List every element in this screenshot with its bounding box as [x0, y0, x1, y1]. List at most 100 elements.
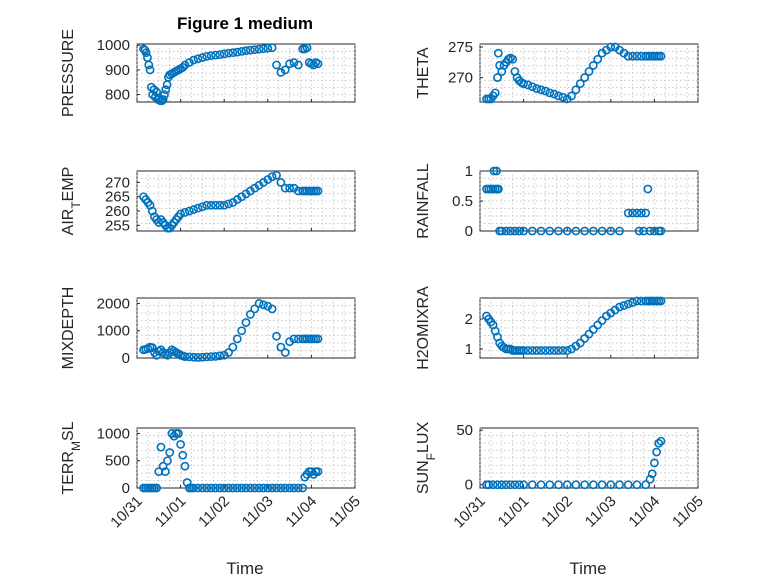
- data-point: [144, 60, 154, 70]
- data-point: [647, 469, 657, 479]
- data-point: [245, 483, 255, 493]
- data-point: [619, 301, 629, 310]
- data-point: [202, 200, 212, 210]
- data-point: [554, 480, 563, 490]
- data-point: [241, 483, 251, 493]
- data-point: [554, 346, 563, 355]
- ylabel-part: SL: [60, 421, 77, 441]
- data-point: [165, 448, 175, 457]
- data-point: [588, 60, 598, 70]
- data-point: [267, 483, 277, 493]
- data-point: [571, 226, 581, 236]
- data-point: [237, 483, 247, 493]
- data-point: [211, 351, 220, 361]
- data-point: [506, 226, 515, 236]
- data-point: [632, 480, 642, 490]
- data-point: [280, 348, 290, 357]
- subplot-sun-flux: 0 50 10/31 11/01 11/02 11/03 11/04 11/05 SUNFLUX: [415, 422, 707, 532]
- data-point: [152, 483, 162, 493]
- subplot-terr-msl: 0 500 1000 10/31 11/01 11/02 11/03 11/04 11/05 TE…: [60, 421, 364, 531]
- data-point: [632, 208, 642, 218]
- data-point: [250, 483, 260, 493]
- data-point: [189, 55, 199, 65]
- data-point: [641, 480, 651, 490]
- data-point: [654, 438, 664, 448]
- data-point: [224, 48, 233, 58]
- data-point: [313, 186, 323, 196]
- data-point: [250, 304, 260, 314]
- data-point: [259, 300, 268, 310]
- data-point: [263, 43, 273, 53]
- data-point: [219, 483, 229, 493]
- y-tick-label: 270: [448, 70, 473, 87]
- data-point: [632, 296, 642, 306]
- x-tick-label: 11/02: [195, 493, 233, 531]
- data-point: [597, 226, 607, 236]
- data-point: [250, 45, 260, 55]
- data-point: [628, 298, 637, 307]
- data-point: [567, 91, 576, 101]
- data-point: [615, 226, 624, 236]
- data-point: [211, 200, 220, 210]
- data-point: [232, 334, 242, 344]
- data-point: [554, 91, 563, 101]
- data-point: [488, 480, 498, 490]
- ylabel-part: TERR: [60, 451, 77, 495]
- data-point: [536, 346, 546, 355]
- data-point: [623, 51, 633, 61]
- data-point: [206, 51, 216, 60]
- data-point: [313, 334, 323, 344]
- data-point: [232, 47, 242, 57]
- data-point: [497, 226, 507, 236]
- data-point: [180, 60, 190, 70]
- data-point: [606, 480, 616, 490]
- data-point: [523, 346, 533, 355]
- data-point: [254, 299, 264, 308]
- x-tick-label: 11/03: [582, 493, 620, 531]
- y-tick-label: 0.5: [452, 193, 473, 210]
- data-point: [313, 467, 323, 477]
- y-tick-label: 500: [105, 453, 130, 470]
- data-point: [628, 208, 637, 218]
- data-point: [545, 88, 555, 98]
- data-point: [501, 226, 511, 236]
- y-axis-label: TERRMSL: [60, 421, 83, 494]
- data-point: [519, 480, 528, 490]
- data-point: [267, 304, 277, 314]
- data-point: [580, 226, 590, 236]
- data-point: [641, 208, 651, 218]
- data-point: [178, 450, 188, 460]
- data-point: [147, 343, 157, 353]
- data-point: [202, 352, 212, 362]
- data-point: [593, 54, 603, 64]
- data-point: [285, 183, 294, 193]
- data-point: [263, 301, 273, 311]
- data-point: [184, 352, 194, 362]
- data-point: [549, 89, 559, 99]
- y-tick-label: 900: [105, 62, 130, 79]
- data-point: [176, 209, 185, 219]
- data-point: [280, 65, 290, 75]
- y-tick-label: 270: [105, 174, 130, 191]
- y-axis-label: SUNFLUX: [415, 422, 438, 495]
- data-point: [527, 346, 537, 355]
- data-point: [492, 166, 501, 176]
- data-point: [215, 200, 225, 210]
- ylabel-subscript: M: [69, 441, 83, 451]
- data-point: [263, 483, 273, 493]
- y-tick-label: 255: [105, 217, 130, 234]
- data-point: [510, 226, 520, 236]
- data-point: [527, 82, 537, 92]
- data-point: [606, 42, 616, 52]
- subplot-rainfall: 0 0.5 1 RAINFALL: [415, 163, 699, 240]
- data-point: [545, 226, 555, 236]
- data-point: [588, 480, 598, 490]
- data-point: [232, 483, 242, 493]
- data-point: [588, 325, 598, 334]
- data-point: [632, 51, 642, 61]
- data-point: [493, 48, 503, 58]
- data-point: [285, 337, 294, 347]
- y-axis-label: MIXDEPTH: [60, 287, 77, 370]
- data-point: [206, 352, 216, 362]
